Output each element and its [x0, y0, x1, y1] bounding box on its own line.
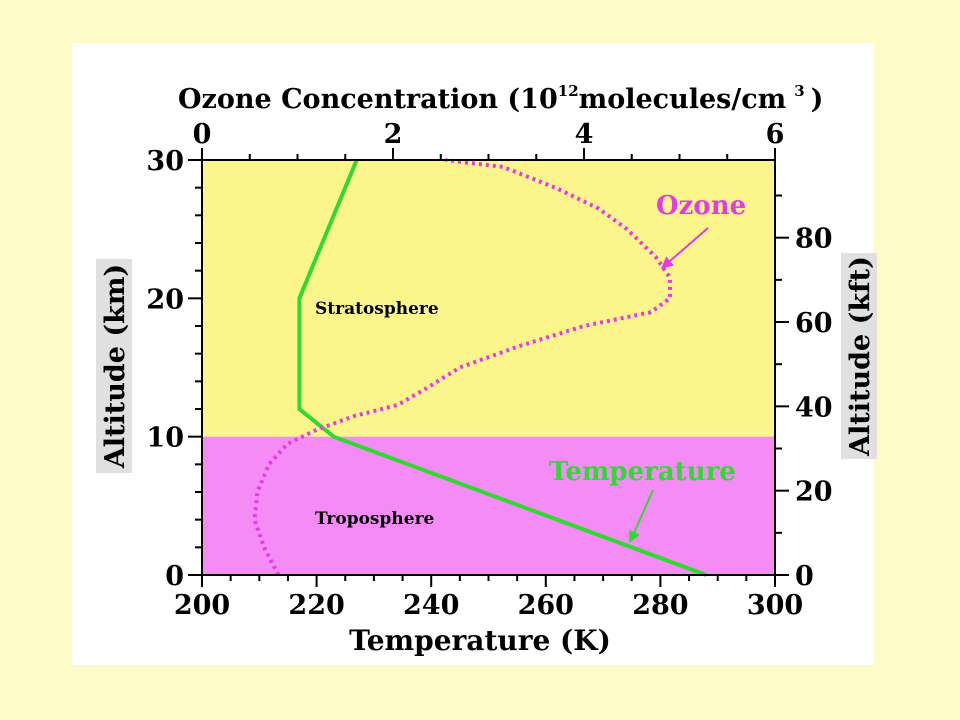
region-label-troposphere: Troposphere [315, 509, 435, 529]
left-tick-label: 10 [146, 423, 184, 454]
ozone-annotation: Ozone [656, 191, 746, 221]
right-tick-label: 60 [795, 308, 833, 339]
top-tick-label: 4 [575, 119, 594, 150]
right-axis-title: Altitude (kft) [845, 256, 876, 457]
right-axis-title-bg [841, 253, 877, 459]
temperature-series-line [297, 159, 707, 577]
axis-ticks [188, 148, 789, 587]
ozone-series-line [252, 158, 672, 576]
bottom-tick-label: 220 [288, 590, 344, 621]
left-axis-title-bg [96, 259, 132, 473]
temperature-annotation-arrow [628, 489, 654, 544]
bottom-tick-label: 280 [632, 590, 688, 621]
right-tick-label: 80 [795, 224, 833, 255]
left-tick-label: 20 [146, 284, 184, 315]
bottom-tick-label: 260 [518, 590, 574, 621]
top-tick-label: 6 [766, 119, 785, 150]
temperature-annotation: Temperature [549, 457, 736, 487]
top-tick-label: 0 [193, 119, 212, 150]
left-tick-label: 0 [165, 561, 184, 592]
left-tick-label: 30 [146, 146, 184, 177]
right-tick-label: 40 [795, 392, 833, 423]
bottom-tick-label: 200 [174, 590, 230, 621]
bottom-tick-label: 240 [403, 590, 459, 621]
region-label-stratosphere: Stratosphere [315, 299, 439, 319]
top-tick-label: 2 [384, 119, 403, 150]
bottom-tick-label: 300 [747, 590, 803, 621]
troposphere-region [202, 436, 775, 575]
right-tick-label: 20 [795, 477, 833, 508]
left-axis-title: Altitude (km) [100, 264, 131, 469]
ozone-annotation-arrow [661, 227, 709, 269]
bottom-axis-title: Temperature (K) [349, 624, 611, 657]
plot-frame [201, 159, 776, 576]
top-axis-title: Ozone Concentration (1012molecules/cm 3) [178, 82, 823, 115]
right-tick-label: 0 [795, 561, 814, 592]
